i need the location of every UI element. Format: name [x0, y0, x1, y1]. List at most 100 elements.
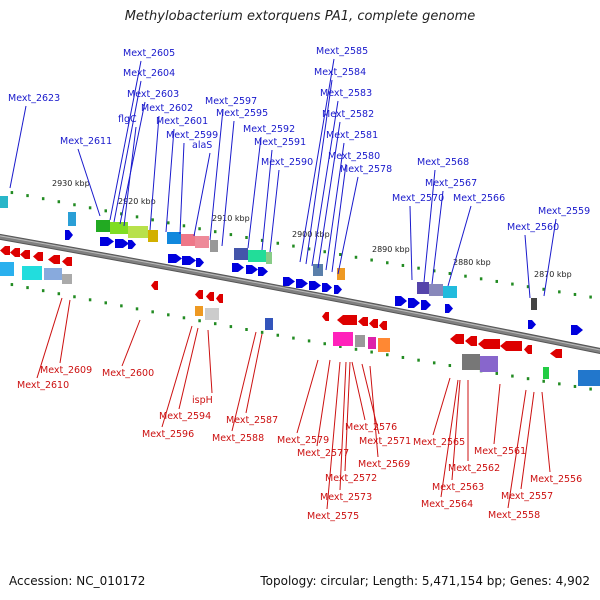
scale-dot	[276, 333, 280, 337]
reverse-label-line	[351, 361, 366, 421]
reverse-gene-label: Mext_2588	[212, 433, 264, 444]
reverse-label-line	[451, 379, 461, 481]
forward-gene-label: Mext_2559	[538, 206, 590, 217]
scale-dot	[589, 387, 592, 391]
feature-block	[234, 248, 248, 260]
scale-dot	[26, 194, 29, 198]
reverse-gene-label: ispH	[192, 395, 213, 406]
feature-block	[148, 230, 158, 242]
reverse-label-line	[59, 299, 71, 364]
forward-label-line	[524, 234, 531, 299]
reverse-gene-arrow	[216, 294, 223, 303]
scale-dot	[57, 200, 61, 204]
scale-dot	[386, 261, 389, 265]
reverse-gene-arrow	[379, 321, 387, 330]
scale-dot	[213, 230, 217, 234]
scale-dot	[41, 289, 45, 293]
reverse-gene-arrow	[20, 250, 30, 259]
reverse-gene-arrow	[33, 252, 43, 261]
kbp-tick-label: 2910 kbp	[212, 214, 250, 223]
forward-gene-arrow	[128, 240, 136, 249]
forward-label-line	[409, 205, 413, 281]
reverse-label-line	[369, 365, 379, 458]
forward-gene-label: Mext_2623	[8, 93, 60, 104]
scale-dot	[339, 253, 342, 257]
scale-dot	[229, 233, 233, 237]
kbp-tick-label: 2920 kbp	[118, 197, 156, 206]
scale-dot	[135, 307, 139, 311]
scale-dot	[167, 313, 170, 317]
forward-gene-arrow	[115, 239, 129, 248]
forward-gene-label: Mext_2611	[60, 136, 112, 147]
reverse-label-line	[178, 327, 199, 410]
scale-dot	[495, 371, 499, 375]
feature-block	[0, 196, 8, 208]
scale-dot	[57, 292, 61, 296]
scale-dot	[276, 241, 280, 245]
feature-block	[0, 262, 14, 276]
forward-gene-arrow	[296, 279, 308, 288]
forward-gene-arrow	[232, 263, 244, 272]
scale-dot	[292, 244, 295, 248]
feature-block	[167, 232, 181, 244]
scale-dot	[198, 319, 201, 323]
forward-gene-label: Mext_2584	[314, 67, 366, 78]
genome-backbone	[0, 233, 600, 355]
forward-gene-label: Mext_2580	[328, 151, 380, 162]
scale-dot	[479, 277, 483, 281]
reverse-gene-arrow	[369, 319, 378, 328]
feature-block	[195, 236, 209, 248]
scale-dot	[558, 290, 561, 294]
reverse-gene-arrow	[322, 312, 329, 321]
reverse-label-line	[344, 361, 351, 472]
scale-dot	[104, 209, 107, 213]
backbone-highlight	[0, 235, 600, 351]
forward-label-line	[113, 80, 142, 223]
scale-dot	[182, 316, 186, 320]
forward-label-line	[337, 176, 359, 275]
forward-label-line	[331, 163, 347, 273]
feature-block	[110, 222, 128, 234]
reverse-gene-label: Mext_2575	[307, 511, 359, 522]
scale-dot	[104, 301, 107, 305]
scale-dot	[307, 339, 311, 343]
forward-gene-label: Mext_2595	[216, 108, 268, 119]
reverse-label-line	[493, 383, 501, 445]
reverse-gene-label: Mext_2565	[413, 437, 465, 448]
gene-features	[0, 196, 600, 386]
forward-gene-arrow	[334, 285, 342, 294]
forward-gene-label: Mext_2566	[453, 193, 505, 204]
forward-label-line	[209, 108, 224, 241]
scale-dot	[120, 304, 123, 308]
reverse-gene-label: Mext_2576	[345, 422, 397, 433]
forward-gene-label: alaS	[192, 140, 212, 151]
feature-block	[181, 234, 195, 246]
scale-dot	[542, 287, 545, 291]
reverse-gene-arrow	[550, 349, 562, 358]
feature-block	[248, 250, 266, 262]
reverse-label-line	[361, 363, 380, 435]
forward-gene-label: Mext_2585	[316, 46, 368, 57]
forward-gene-label: Mext_2604	[123, 68, 175, 79]
forward-label-line	[165, 128, 175, 233]
scale-dot	[448, 364, 452, 368]
reverse-gene-label: Mext_2600	[102, 368, 154, 379]
scale-dot	[120, 212, 123, 216]
reverse-gene-arrow	[524, 345, 532, 354]
forward-gene-label: Mext_2591	[254, 137, 306, 148]
forward-label-line	[423, 169, 436, 283]
reverse-label-line	[121, 319, 141, 367]
forward-gene-arrow	[196, 258, 204, 267]
label-connectors	[9, 58, 557, 510]
scale-dot	[260, 330, 264, 334]
kbp-tick-label: 2870 kbp	[534, 270, 572, 279]
forward-label-line	[193, 152, 211, 237]
scale-dot	[589, 295, 592, 299]
feature-block	[128, 226, 148, 238]
forward-gene-label: flgC	[118, 114, 137, 125]
forward-label-line	[179, 142, 185, 235]
scale-dot	[401, 263, 405, 267]
reverse-gene-label: Mext_2579	[277, 435, 329, 446]
forward-label-line	[269, 169, 280, 253]
reverse-label-line	[432, 377, 451, 436]
